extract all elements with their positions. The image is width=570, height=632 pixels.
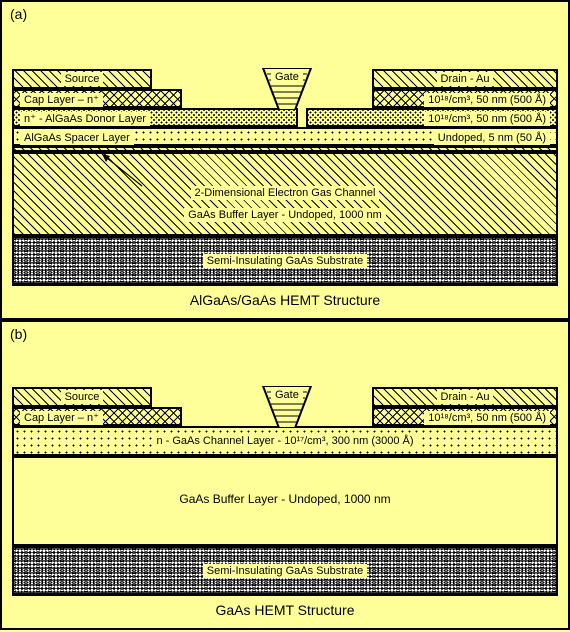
spacer-left-text: AlGaAs Spacer Layer: [20, 131, 134, 145]
cap-right-label-b: 10¹⁸/cm³, 50 nm (500 Å): [424, 412, 550, 424]
gate-a: Gate: [259, 68, 315, 110]
source-contact-b: Source: [12, 387, 152, 407]
buffer-b: GaAs Buffer Layer - Undoped, 1000 nm: [12, 456, 558, 546]
channel-layer: n - GaAs Channel Layer - 10¹⁷/cm³, 300 n…: [12, 426, 558, 456]
donor-right-text: 10¹⁸/cm³, 50 nm (500 Å): [424, 112, 550, 126]
drain-label-a: Drain - Au: [437, 72, 494, 86]
deg-label: 2-Dimensional Electron Gas Channel: [191, 186, 380, 200]
cap-left-label-b: Cap Layer – n⁺: [20, 411, 103, 424]
cap-left-text-a: Cap Layer – n⁺: [20, 93, 103, 107]
diagram-b: Semi-Insulating GaAs Substrate GaAs Buff…: [12, 346, 558, 596]
buffer-a-label: GaAs Buffer Layer - Undoped, 1000 nm: [184, 208, 386, 222]
panel-a: (a) Semi-Insulating GaAs Substrate 2-Dim…: [0, 0, 570, 320]
gate-label-a: Gate: [271, 70, 303, 84]
source-contact-a: Source: [12, 69, 152, 89]
substrate-a-label: Semi-Insulating GaAs Substrate: [203, 254, 368, 268]
source-label-a: Source: [61, 72, 104, 86]
panel-a-label: (a): [2, 2, 568, 26]
substrate-b: Semi-Insulating GaAs Substrate: [12, 546, 558, 596]
cap-right-text-a: 10¹⁸/cm³, 50 nm (500 Å): [424, 93, 550, 107]
donor-left-text: n⁺ - AlGaAs Donor Layer: [20, 112, 150, 126]
drain-contact-a: Drain - Au: [372, 69, 558, 89]
panel-b-label: (b): [2, 322, 568, 346]
drain-contact-b: Drain - Au: [372, 387, 558, 407]
caption-a: AlGaAs/GaAs HEMT Structure: [2, 286, 568, 318]
panel-b: (b) Semi-Insulating GaAs Substrate GaAs …: [0, 320, 570, 630]
cap-left-label-a: Cap Layer – n⁺: [20, 93, 103, 106]
substrate-a: Semi-Insulating GaAs Substrate: [12, 236, 558, 286]
gate-b: Gate: [259, 386, 315, 428]
source-label-b: Source: [61, 390, 104, 404]
buffer-b-label: GaAs Buffer Layer - Undoped, 1000 nm: [179, 492, 390, 506]
diagram-a: Semi-Insulating GaAs Substrate 2-Dimensi…: [12, 26, 558, 286]
substrate-b-label: Semi-Insulating GaAs Substrate: [203, 564, 368, 578]
deg-arrow-icon: [92, 148, 152, 188]
cap-left-text-b: Cap Layer – n⁺: [20, 411, 103, 425]
donor-right-label: 10¹⁸/cm³, 50 nm (500 Å): [424, 113, 550, 125]
donor-left-label: n⁺ - AlGaAs Donor Layer: [20, 112, 150, 125]
drain-label-b: Drain - Au: [437, 390, 494, 404]
cap-right-text-b: 10¹⁸/cm³, 50 nm (500 Å): [424, 411, 550, 425]
spacer-right-text: Undoped, 5 nm (50 Å): [434, 131, 550, 145]
spacer-right-label: Undoped, 5 nm (50 Å): [434, 132, 550, 144]
channel-label: n - GaAs Channel Layer - 10¹⁷/cm³, 300 n…: [152, 434, 417, 448]
caption-b: GaAs HEMT Structure: [2, 596, 568, 628]
spacer-left-label: AlGaAs Spacer Layer: [20, 132, 134, 144]
cap-right-label-a: 10¹⁸/cm³, 50 nm (500 Å): [424, 94, 550, 106]
gate-label-b: Gate: [271, 388, 303, 402]
